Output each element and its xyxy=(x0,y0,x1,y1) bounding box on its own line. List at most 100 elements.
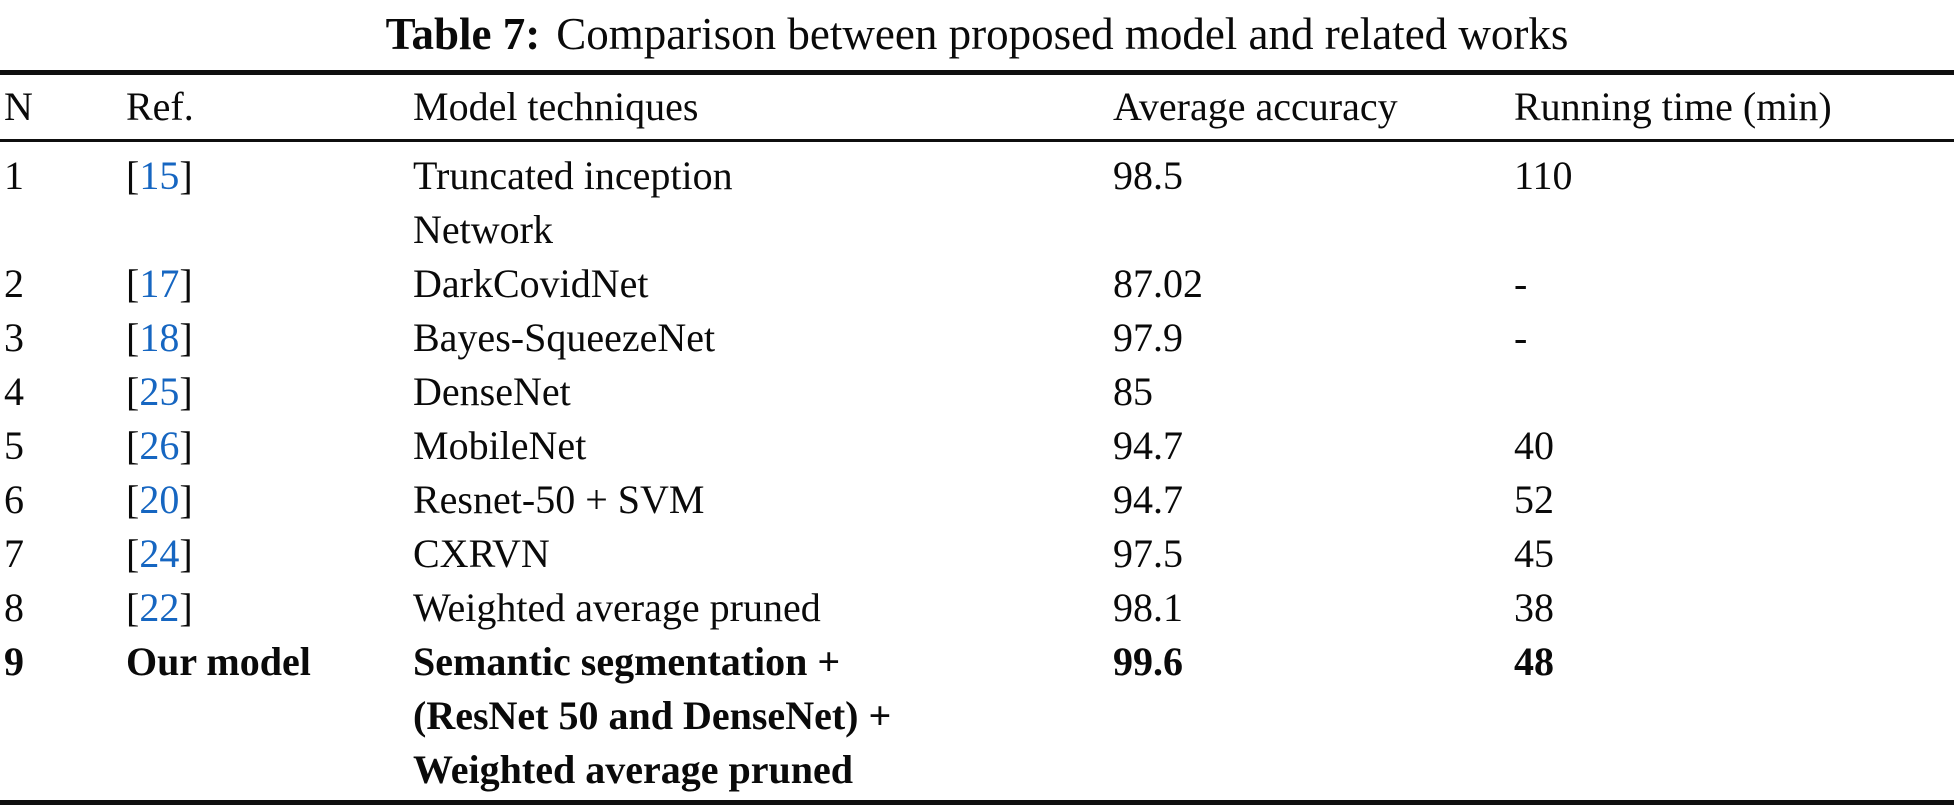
citation-bracket-open: [ xyxy=(126,585,140,630)
cell-average-accuracy: 87.02 xyxy=(1113,261,1203,306)
cell-n: 4 xyxy=(4,369,24,414)
table-caption-text: Comparison between proposed model and re… xyxy=(556,9,1569,59)
cell-ref: [25] xyxy=(126,365,413,419)
cell-model-techniques: Truncated inception Network xyxy=(413,141,1113,258)
citation-bracket-close: ] xyxy=(179,423,193,468)
comparison-table: N Ref. Model techniques Average accuracy… xyxy=(0,70,1954,805)
cell-ref: [24] xyxy=(126,527,413,581)
cell-n: 5 xyxy=(4,423,24,468)
citation-bracket-close: ] xyxy=(179,531,193,576)
ref-text: Our model xyxy=(126,639,311,684)
table-row: 2 [17] DarkCovidNet 87.02 - xyxy=(0,257,1954,311)
cell-ref: [15] xyxy=(126,141,413,258)
cell-n: 9 xyxy=(4,639,24,684)
citation-link[interactable]: 15 xyxy=(139,153,180,198)
col-header-ref: Ref. xyxy=(126,72,413,142)
technique-line: Weighted average pruned xyxy=(413,747,853,792)
cell-average-accuracy: 85 xyxy=(1113,369,1153,414)
cell-running-time: 40 xyxy=(1514,423,1554,468)
table-caption: Table 7: Comparison between proposed mode… xyxy=(0,6,1954,62)
technique-line: MobileNet xyxy=(413,423,587,468)
cell-running-time: - xyxy=(1514,315,1528,360)
cell-average-accuracy: 99.6 xyxy=(1113,639,1183,684)
technique-line: Bayes-SqueezeNet xyxy=(413,315,716,360)
cell-average-accuracy: 94.7 xyxy=(1113,477,1183,522)
cell-ref: [17] xyxy=(126,257,413,311)
cell-running-time: - xyxy=(1514,261,1528,306)
col-header-running-time: Running time (min) xyxy=(1514,72,1954,142)
citation-bracket-open: [ xyxy=(126,423,140,468)
citation-link[interactable]: 24 xyxy=(139,531,180,576)
cell-model-techniques: Bayes-SqueezeNet xyxy=(413,311,1113,365)
cell-model-techniques: Resnet-50 + SVM xyxy=(413,473,1113,527)
citation-link[interactable]: 20 xyxy=(139,477,180,522)
cell-average-accuracy: 98.1 xyxy=(1113,585,1183,630)
technique-line: (ResNet 50 and DenseNet) + xyxy=(413,693,892,738)
technique-line: CXRVN xyxy=(413,531,550,576)
cell-n: 3 xyxy=(4,315,24,360)
cell-n: 7 xyxy=(4,531,24,576)
col-header-model-techniques: Model techniques xyxy=(413,72,1113,142)
cell-ref: Our model xyxy=(126,635,413,803)
cell-average-accuracy: 98.5 xyxy=(1113,153,1183,198)
citation-bracket-close: ] xyxy=(179,369,193,414)
cell-running-time: 38 xyxy=(1514,585,1554,630)
citation-bracket-close: ] xyxy=(179,477,193,522)
cell-model-techniques: MobileNet xyxy=(413,419,1113,473)
cell-average-accuracy: 94.7 xyxy=(1113,423,1183,468)
paper-table-figure: Table 7: Comparison between proposed mode… xyxy=(0,6,1954,805)
table-row: 6 [20] Resnet-50 + SVM 94.7 52 xyxy=(0,473,1954,527)
citation-link[interactable]: 25 xyxy=(139,369,180,414)
citation-bracket-close: ] xyxy=(179,153,193,198)
technique-line: DarkCovidNet xyxy=(413,261,649,306)
citation-bracket-open: [ xyxy=(126,153,140,198)
cell-running-time: 110 xyxy=(1514,153,1573,198)
table-row: 8 [22] Weighted average pruned 98.1 38 xyxy=(0,581,1954,635)
cell-n: 8 xyxy=(4,585,24,630)
cell-ref: [20] xyxy=(126,473,413,527)
citation-bracket-close: ] xyxy=(179,315,193,360)
col-header-n: N xyxy=(0,72,126,142)
technique-line: Network xyxy=(413,207,553,252)
citation-link[interactable]: 26 xyxy=(139,423,180,468)
technique-line: Weighted average pruned xyxy=(413,585,821,630)
header-row: N Ref. Model techniques Average accuracy… xyxy=(0,72,1954,142)
cell-average-accuracy: 97.9 xyxy=(1113,315,1183,360)
cell-n: 6 xyxy=(4,477,24,522)
table-caption-label: Table 7: xyxy=(385,9,541,59)
table-row: 7 [24] CXRVN 97.5 45 xyxy=(0,527,1954,581)
table-row: 9 Our model Semantic segmentation + (ResN… xyxy=(0,635,1954,803)
cell-running-time xyxy=(1514,365,1954,419)
cell-running-time: 48 xyxy=(1514,639,1554,684)
cell-running-time: 52 xyxy=(1514,477,1554,522)
citation-link[interactable]: 17 xyxy=(139,261,180,306)
cell-ref: [22] xyxy=(126,581,413,635)
cell-n: 1 xyxy=(4,153,24,198)
technique-line: Resnet-50 + SVM xyxy=(413,477,705,522)
col-header-average-accuracy: Average accuracy xyxy=(1113,72,1514,142)
technique-line: Semantic segmentation + xyxy=(413,639,841,684)
cell-model-techniques: DenseNet xyxy=(413,365,1113,419)
cell-model-techniques: DarkCovidNet xyxy=(413,257,1113,311)
cell-ref: [26] xyxy=(126,419,413,473)
citation-link[interactable]: 18 xyxy=(139,315,180,360)
table-row: 4 [25] DenseNet 85 xyxy=(0,365,1954,419)
technique-line: Truncated inception xyxy=(413,153,733,198)
table-row: 3 [18] Bayes-SqueezeNet 97.9 - xyxy=(0,311,1954,365)
cell-model-techniques: CXRVN xyxy=(413,527,1113,581)
citation-bracket-open: [ xyxy=(126,531,140,576)
cell-model-techniques: Weighted average pruned xyxy=(413,581,1113,635)
citation-link[interactable]: 22 xyxy=(139,585,180,630)
citation-bracket-open: [ xyxy=(126,261,140,306)
cell-ref: [18] xyxy=(126,311,413,365)
citation-bracket-close: ] xyxy=(179,585,193,630)
cell-running-time: 45 xyxy=(1514,531,1554,576)
citation-bracket-close: ] xyxy=(179,261,193,306)
citation-bracket-open: [ xyxy=(126,315,140,360)
table-row: 1 [15] Truncated inception Network 98.5 1… xyxy=(0,141,1954,258)
cell-model-techniques: Semantic segmentation + (ResNet 50 and De… xyxy=(413,635,1113,803)
cell-n: 2 xyxy=(4,261,24,306)
citation-bracket-open: [ xyxy=(126,369,140,414)
table-row: 5 [26] MobileNet 94.7 40 xyxy=(0,419,1954,473)
cell-average-accuracy: 97.5 xyxy=(1113,531,1183,576)
